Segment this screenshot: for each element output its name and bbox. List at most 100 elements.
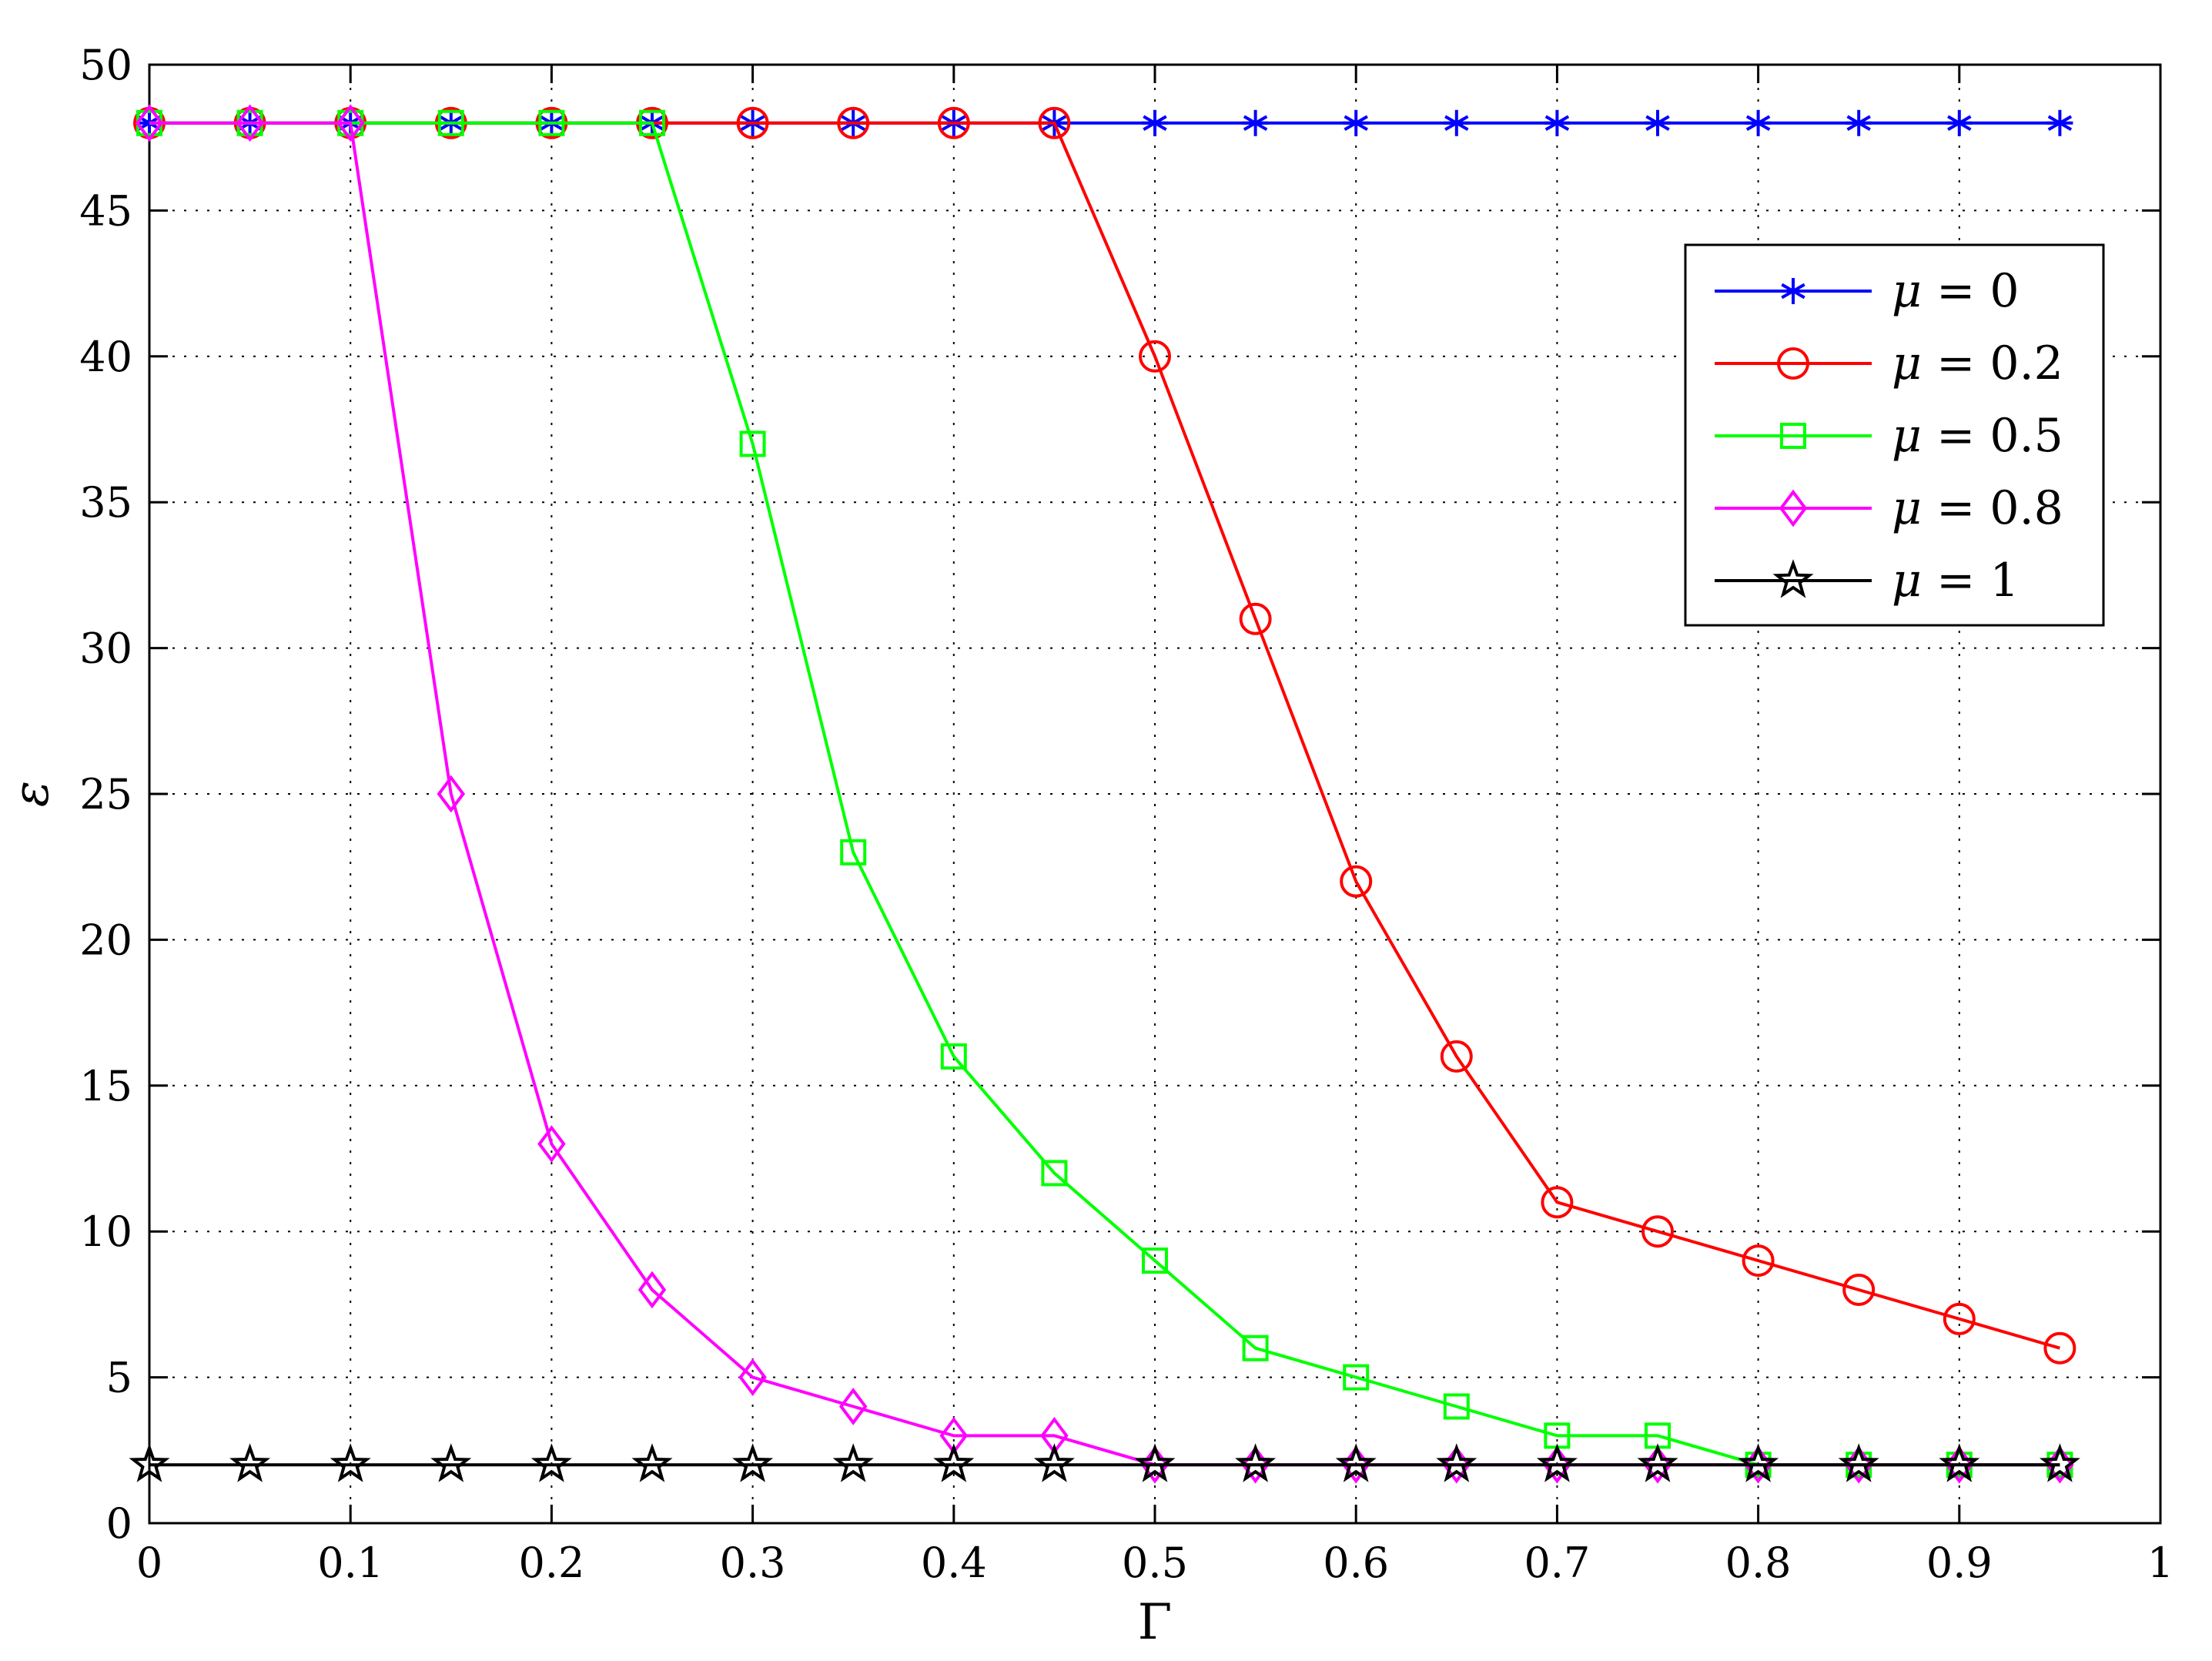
- legend-label: μ = 0.5: [1892, 409, 2063, 463]
- data-point: [838, 1388, 868, 1425]
- data-point: [2039, 1443, 2080, 1482]
- legend-item: μ = 0.2: [1715, 337, 2063, 390]
- legend-label-var: μ: [1892, 481, 1922, 535]
- legend-item: μ = 0: [1715, 264, 2020, 318]
- series-4: [129, 1443, 2080, 1482]
- data-point: [1242, 1334, 1269, 1361]
- legend-label: μ = 0.2: [1892, 337, 2063, 390]
- x-tick-label: 0.5: [1122, 1539, 1188, 1587]
- legend-label-rest: = 0.5: [1922, 409, 2063, 463]
- legend-label-var: μ: [1892, 264, 1922, 318]
- data-point: [1645, 109, 1671, 136]
- data-point: [837, 106, 870, 139]
- data-point: [1139, 340, 1171, 373]
- y-tick-label: 20: [79, 916, 132, 964]
- data-point: [1142, 109, 1168, 136]
- data-point: [1943, 1302, 1976, 1335]
- data-point: [1842, 1273, 1876, 1306]
- y-tick-label: 50: [79, 41, 132, 89]
- legend-marker: [1780, 278, 1806, 304]
- data-point: [336, 104, 365, 142]
- data-point: [1235, 1443, 1277, 1482]
- data-point: [530, 1443, 572, 1482]
- plot-frame: [148, 63, 2162, 1525]
- legend-item: μ = 0.8: [1715, 481, 2063, 535]
- legend-item: μ = 1: [1715, 554, 2020, 608]
- data-point: [1541, 1186, 1574, 1219]
- data-series: [129, 104, 2080, 1484]
- x-tick-label: 1: [2147, 1539, 2174, 1587]
- y-tick-label: 15: [79, 1062, 132, 1110]
- legend-marker: [1772, 559, 1814, 598]
- data-point: [1038, 106, 1071, 139]
- x-tick-label: 0.6: [1323, 1539, 1389, 1587]
- data-point: [1838, 1443, 1879, 1482]
- data-point: [1041, 1160, 1068, 1187]
- data-point: [1340, 865, 1373, 898]
- x-tick-label: 0.2: [518, 1539, 584, 1587]
- y-tick-label: 30: [79, 625, 132, 673]
- x-tick-labels: 0 0.1 0.2 0.3 0.4 0.5 0.6 0.7 0.8 0.9 1: [136, 1539, 2174, 1587]
- legend-label: μ = 0: [1892, 264, 2020, 318]
- legend-label-rest: = 1: [1922, 554, 2020, 608]
- data-point: [637, 1271, 667, 1309]
- x-tick-label: 0.9: [1926, 1539, 1993, 1587]
- data-point: [430, 1443, 472, 1482]
- data-point: [832, 1443, 874, 1482]
- y-tick-label: 45: [79, 186, 132, 235]
- data-point: [739, 430, 766, 457]
- data-point: [538, 109, 565, 136]
- data-point: [1939, 1443, 1980, 1482]
- y-tick-label: 10: [79, 1207, 132, 1256]
- data-point: [1343, 1364, 1370, 1391]
- data-point: [937, 106, 970, 139]
- data-point: [840, 839, 867, 866]
- data-point: [933, 1443, 975, 1482]
- x-tick-label: 0.8: [1725, 1539, 1792, 1587]
- data-point: [732, 1443, 774, 1482]
- data-point: [1536, 1443, 1578, 1482]
- data-point: [1544, 109, 1571, 136]
- legend-label: μ = 0.8: [1892, 481, 2063, 535]
- legend-marker: [1779, 489, 1808, 527]
- y-tick-labels: 0 5 10 15 20 25 30 35 40 45 50: [79, 41, 132, 1548]
- x-tick-label: 0.3: [720, 1539, 786, 1587]
- data-point: [1745, 109, 1772, 136]
- legend-label-rest: = 0.8: [1922, 481, 2063, 535]
- data-point: [330, 1443, 371, 1482]
- x-tick-label: 0.1: [317, 1539, 383, 1587]
- data-point: [1343, 109, 1370, 136]
- data-point: [1142, 1247, 1168, 1274]
- x-tick-label: 0.7: [1524, 1539, 1590, 1587]
- data-point: [940, 1043, 967, 1070]
- y-tick-label: 0: [106, 1499, 132, 1548]
- legend-label-var: μ: [1892, 554, 1922, 608]
- legend-marker: [1777, 347, 1809, 380]
- data-point: [2043, 1331, 2076, 1365]
- y-tick-label: 35: [79, 478, 132, 527]
- data-point: [1738, 1443, 1779, 1482]
- data-point: [639, 109, 665, 136]
- legend-label-rest: = 0.2: [1922, 337, 2063, 390]
- data-point: [129, 1443, 170, 1482]
- data-point: [1033, 1443, 1075, 1482]
- data-point: [1239, 602, 1272, 635]
- x-tick-label: 0: [136, 1539, 162, 1587]
- data-point: [738, 1358, 767, 1396]
- y-tick-label: 5: [106, 1354, 132, 1402]
- data-point: [236, 104, 264, 142]
- data-point: [1641, 1215, 1674, 1248]
- legend-label-var: μ: [1892, 409, 1922, 463]
- data-point: [1637, 1443, 1678, 1482]
- legend-label-var: μ: [1892, 337, 1922, 390]
- legend-label-rest: = 0: [1922, 264, 2020, 318]
- data-point: [736, 106, 769, 139]
- data-point: [1335, 1443, 1377, 1482]
- data-point: [135, 104, 164, 142]
- data-point: [631, 1443, 673, 1482]
- data-point: [1436, 1443, 1477, 1482]
- data-point: [1846, 109, 1872, 136]
- data-point: [1242, 109, 1269, 136]
- data-point: [437, 775, 466, 813]
